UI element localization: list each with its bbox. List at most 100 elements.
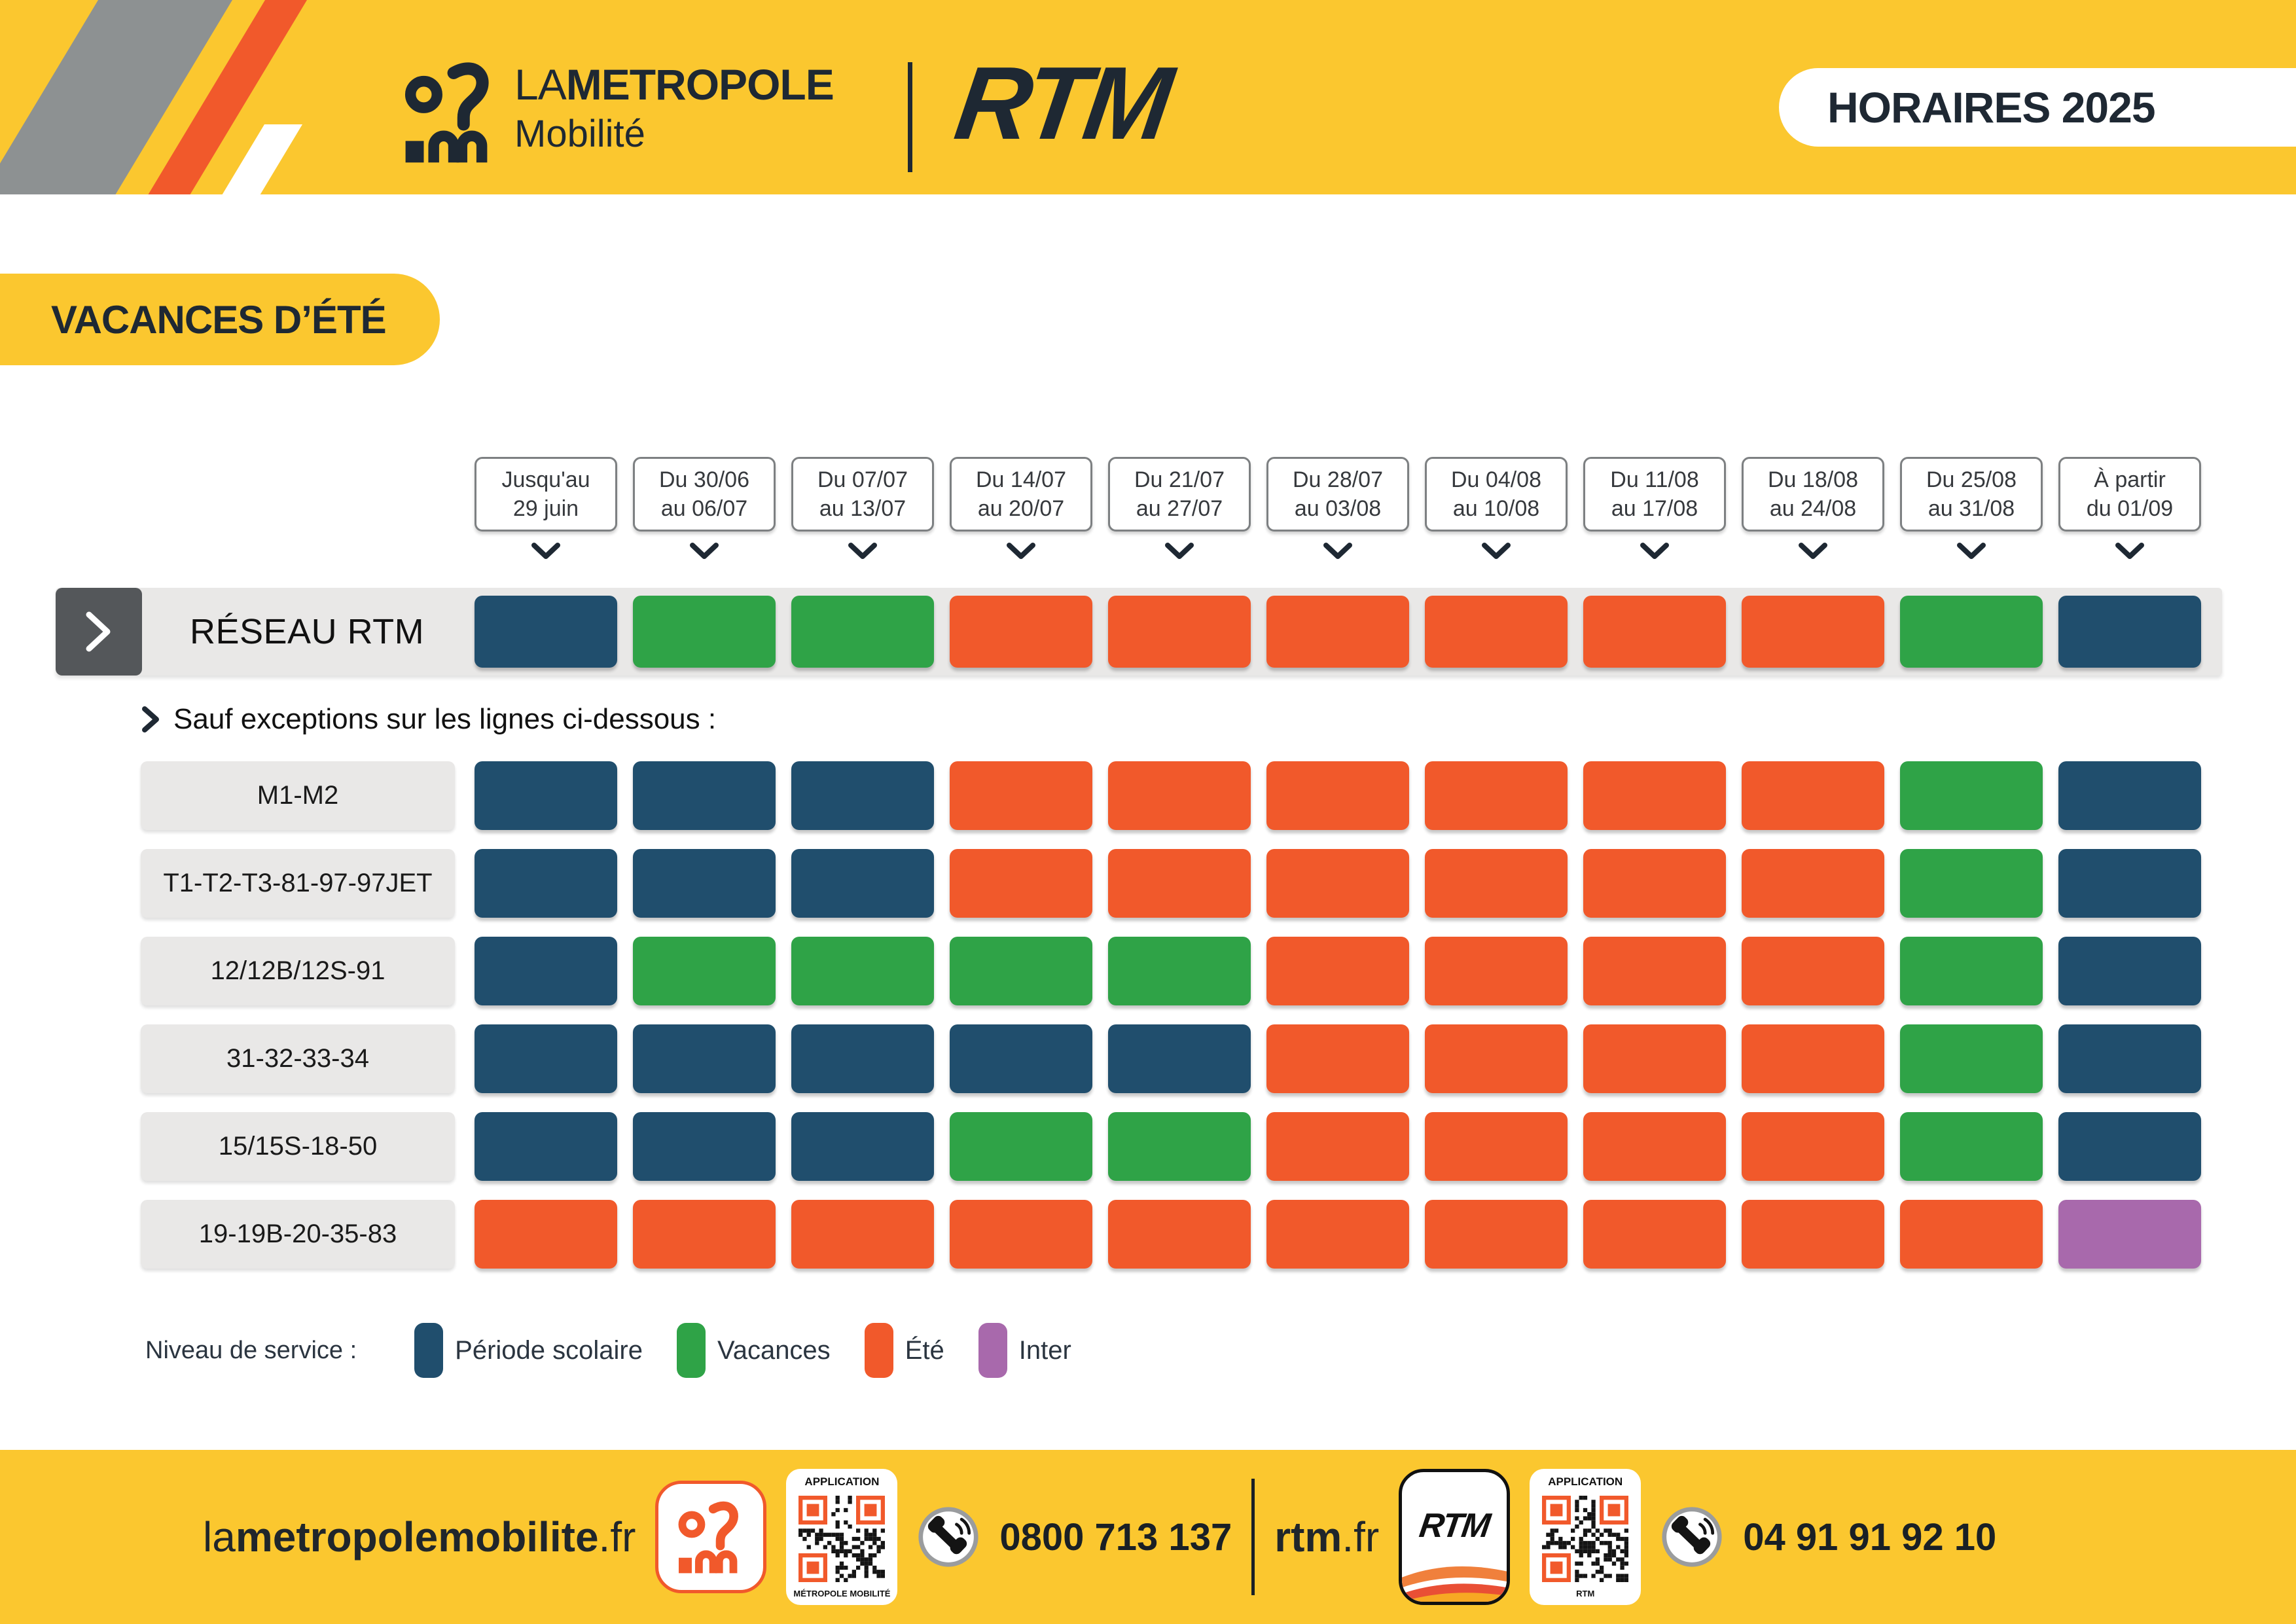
service-cell-vacances [1108,937,1251,1005]
service-cell-vacances [1900,937,2043,1005]
logo-separator [908,62,912,172]
service-cell-ete [950,761,1092,830]
line-label: 31-32-33-34 [141,1024,455,1093]
chevron-right-icon [86,611,111,652]
service-cell-ete [1108,761,1251,830]
service-cell-inter [2058,1200,2201,1269]
service-cell-ete [1900,1200,2043,1269]
service-cell-ete [1425,849,1568,918]
service-cell-ete [1108,849,1251,918]
metropole-logo-text: LAMETROPOLE Mobilité [514,58,834,153]
rtm-logo: RTM [948,46,1175,161]
service-cell-scolaire [633,761,776,830]
service-cell-scolaire [633,849,776,918]
service-cell-scolaire [2058,761,2201,830]
service-cell-scolaire [475,1024,617,1093]
period-line2: au 24/08 [1769,496,1857,521]
service-cell-ete [1425,1024,1568,1093]
period-chevron [848,542,878,560]
period-line1: Du 07/07 [817,467,908,492]
metropole-qr-code[interactable] [798,1495,886,1582]
qr-card-top-label: APPLICATION [1548,1475,1623,1488]
period-line2: au 20/07 [977,496,1065,521]
period-header: Du 14/07 au 20/07 [950,457,1092,532]
period-line2: au 10/08 [1452,496,1540,521]
service-cell-ete [950,849,1092,918]
period-line2: 29 juin [512,496,579,521]
period-column: Du 18/08 au 24/08 [1742,457,1884,560]
service-cell-scolaire [2058,849,2201,918]
period-header: Du 07/07 au 13/07 [791,457,934,532]
line-label: 12/12B/12S-91 [141,937,455,1005]
period-line1: Du 25/08 [1926,467,2017,492]
metropole-logo: LAMETROPOLE Mobilité [401,58,834,166]
service-cell-scolaire [791,1024,934,1093]
service-cell-scolaire [2058,1112,2201,1181]
service-cell-ete [1425,1112,1568,1181]
section-title-pill: VACANCES D’ÉTÉ [0,274,440,365]
period-chevron [1481,542,1511,560]
service-cell-ete [1425,937,1568,1005]
service-cell-ete [1583,1024,1726,1093]
legend-label: Période scolaire [455,1335,643,1365]
period-line2: au 31/08 [1928,496,2015,521]
period-column: Du 14/07 au 20/07 [950,457,1092,560]
period-chevron [1323,542,1353,560]
metropole-logo-line1: LAMETROPOLE [514,60,834,109]
service-cell-ete [475,1200,617,1269]
period-line1: Du 14/07 [976,467,1066,492]
metropole-website-link[interactable]: lametropolemobilite.fr [203,1513,636,1561]
service-cell-vacances [633,596,776,668]
chevron-down-icon [1007,543,1035,559]
service-cell-ete [1266,1112,1409,1181]
chevron-down-icon [2115,543,2144,559]
period-column: Du 21/07 au 27/07 [1108,457,1251,560]
period-chevron [531,542,561,560]
network-arrow-box [56,588,142,676]
metropole-logo-line2: Mobilité [514,113,645,155]
service-cell-scolaire [791,1112,934,1181]
metropole-mark-icon [401,58,500,166]
period-chevron [689,542,719,560]
service-cell-ete [1742,761,1884,830]
service-cell-ete [1742,1200,1884,1269]
service-cell-vacances [791,937,934,1005]
metropole-qr-card: APPLICATION MÉTROPOLE MOBILITÉ [786,1469,898,1605]
service-cell-vacances [1900,596,2043,668]
legend-label: Été [905,1335,944,1365]
chevron-down-icon [1957,543,1986,559]
line-cells [475,849,2201,918]
period-header: Du 25/08 au 31/08 [1900,457,2043,532]
period-chevron [1006,542,1036,560]
service-cell-ete [1742,1112,1884,1181]
chevron-down-icon [1323,543,1352,559]
period-column: Du 28/07 au 03/08 [1266,457,1409,560]
line-cells [475,1112,2201,1181]
rtm-phone-number[interactable]: 04 91 91 92 10 [1743,1515,1997,1559]
service-cell-scolaire [1108,1024,1251,1093]
service-cell-ete [1742,937,1884,1005]
service-cell-scolaire [633,1024,776,1093]
period-header: Du 28/07 au 03/08 [1266,457,1409,532]
service-cell-ete [1266,849,1409,918]
service-cell-ete [1266,937,1409,1005]
chevron-down-icon [1640,543,1669,559]
service-cell-ete [1583,849,1726,918]
network-label: RÉSEAU RTM [190,612,425,651]
period-column: Du 04/08 au 10/08 [1425,457,1568,560]
rtm-website-link[interactable]: rtm.fr [1274,1513,1380,1561]
service-cell-ete [1266,596,1409,668]
period-line2: du 01/09 [2086,496,2174,521]
metropole-phone-number[interactable]: 0800 713 137 [999,1515,1232,1559]
service-cell-ete [950,596,1092,668]
service-cell-scolaire [791,761,934,830]
rtm-qr-code[interactable] [1542,1495,1629,1582]
period-line2: au 17/08 [1611,496,1698,521]
legend-swatch [864,1323,893,1378]
exceptions-note-row: Sauf exceptions sur les lignes ci-dessou… [141,703,716,736]
qr-card-top-label: APPLICATION [804,1475,880,1488]
service-cell-ete [1108,1200,1251,1269]
chevron-down-icon [848,543,877,559]
service-cell-ete [1742,849,1884,918]
period-column: Jusqu'au 29 juin [475,457,617,560]
